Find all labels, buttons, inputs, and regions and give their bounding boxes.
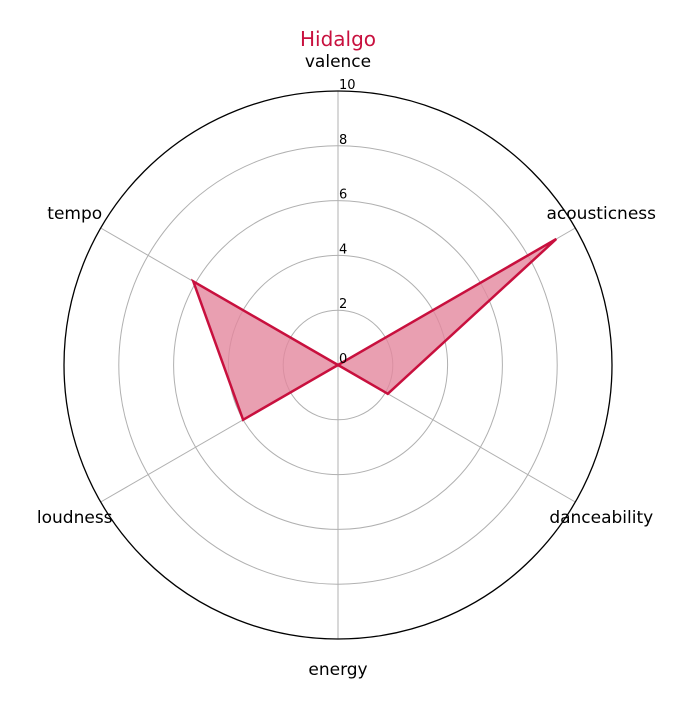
radar-series-fill <box>193 239 557 420</box>
radar-ring-8 <box>118 145 558 585</box>
radar-tick-label: 6 <box>339 188 347 203</box>
axis-label-valence: valence <box>305 52 371 72</box>
radar-tick-label: 2 <box>339 297 347 312</box>
axis-label-energy: energy <box>308 660 367 680</box>
radar-tick-label: 0 <box>339 352 347 367</box>
axis-label-loudness: loudness <box>37 508 113 528</box>
radar-outer-ring <box>63 90 613 640</box>
radar-ring-6 <box>173 200 503 530</box>
chart-title: Hidalgo <box>300 27 376 51</box>
axis-label-acousticness: acousticness <box>547 204 657 224</box>
axis-label-tempo: tempo <box>47 204 102 224</box>
axis-label-danceability: danceability <box>549 508 653 528</box>
radar-tick-label: 10 <box>339 78 356 93</box>
radar-series <box>190 237 558 422</box>
radar-tick-label: 4 <box>339 242 347 257</box>
radar-tick-label: 8 <box>339 133 347 148</box>
radar-labels: 0 2 4 6 8 10 valence acousticness danceability en… <box>37 52 656 680</box>
